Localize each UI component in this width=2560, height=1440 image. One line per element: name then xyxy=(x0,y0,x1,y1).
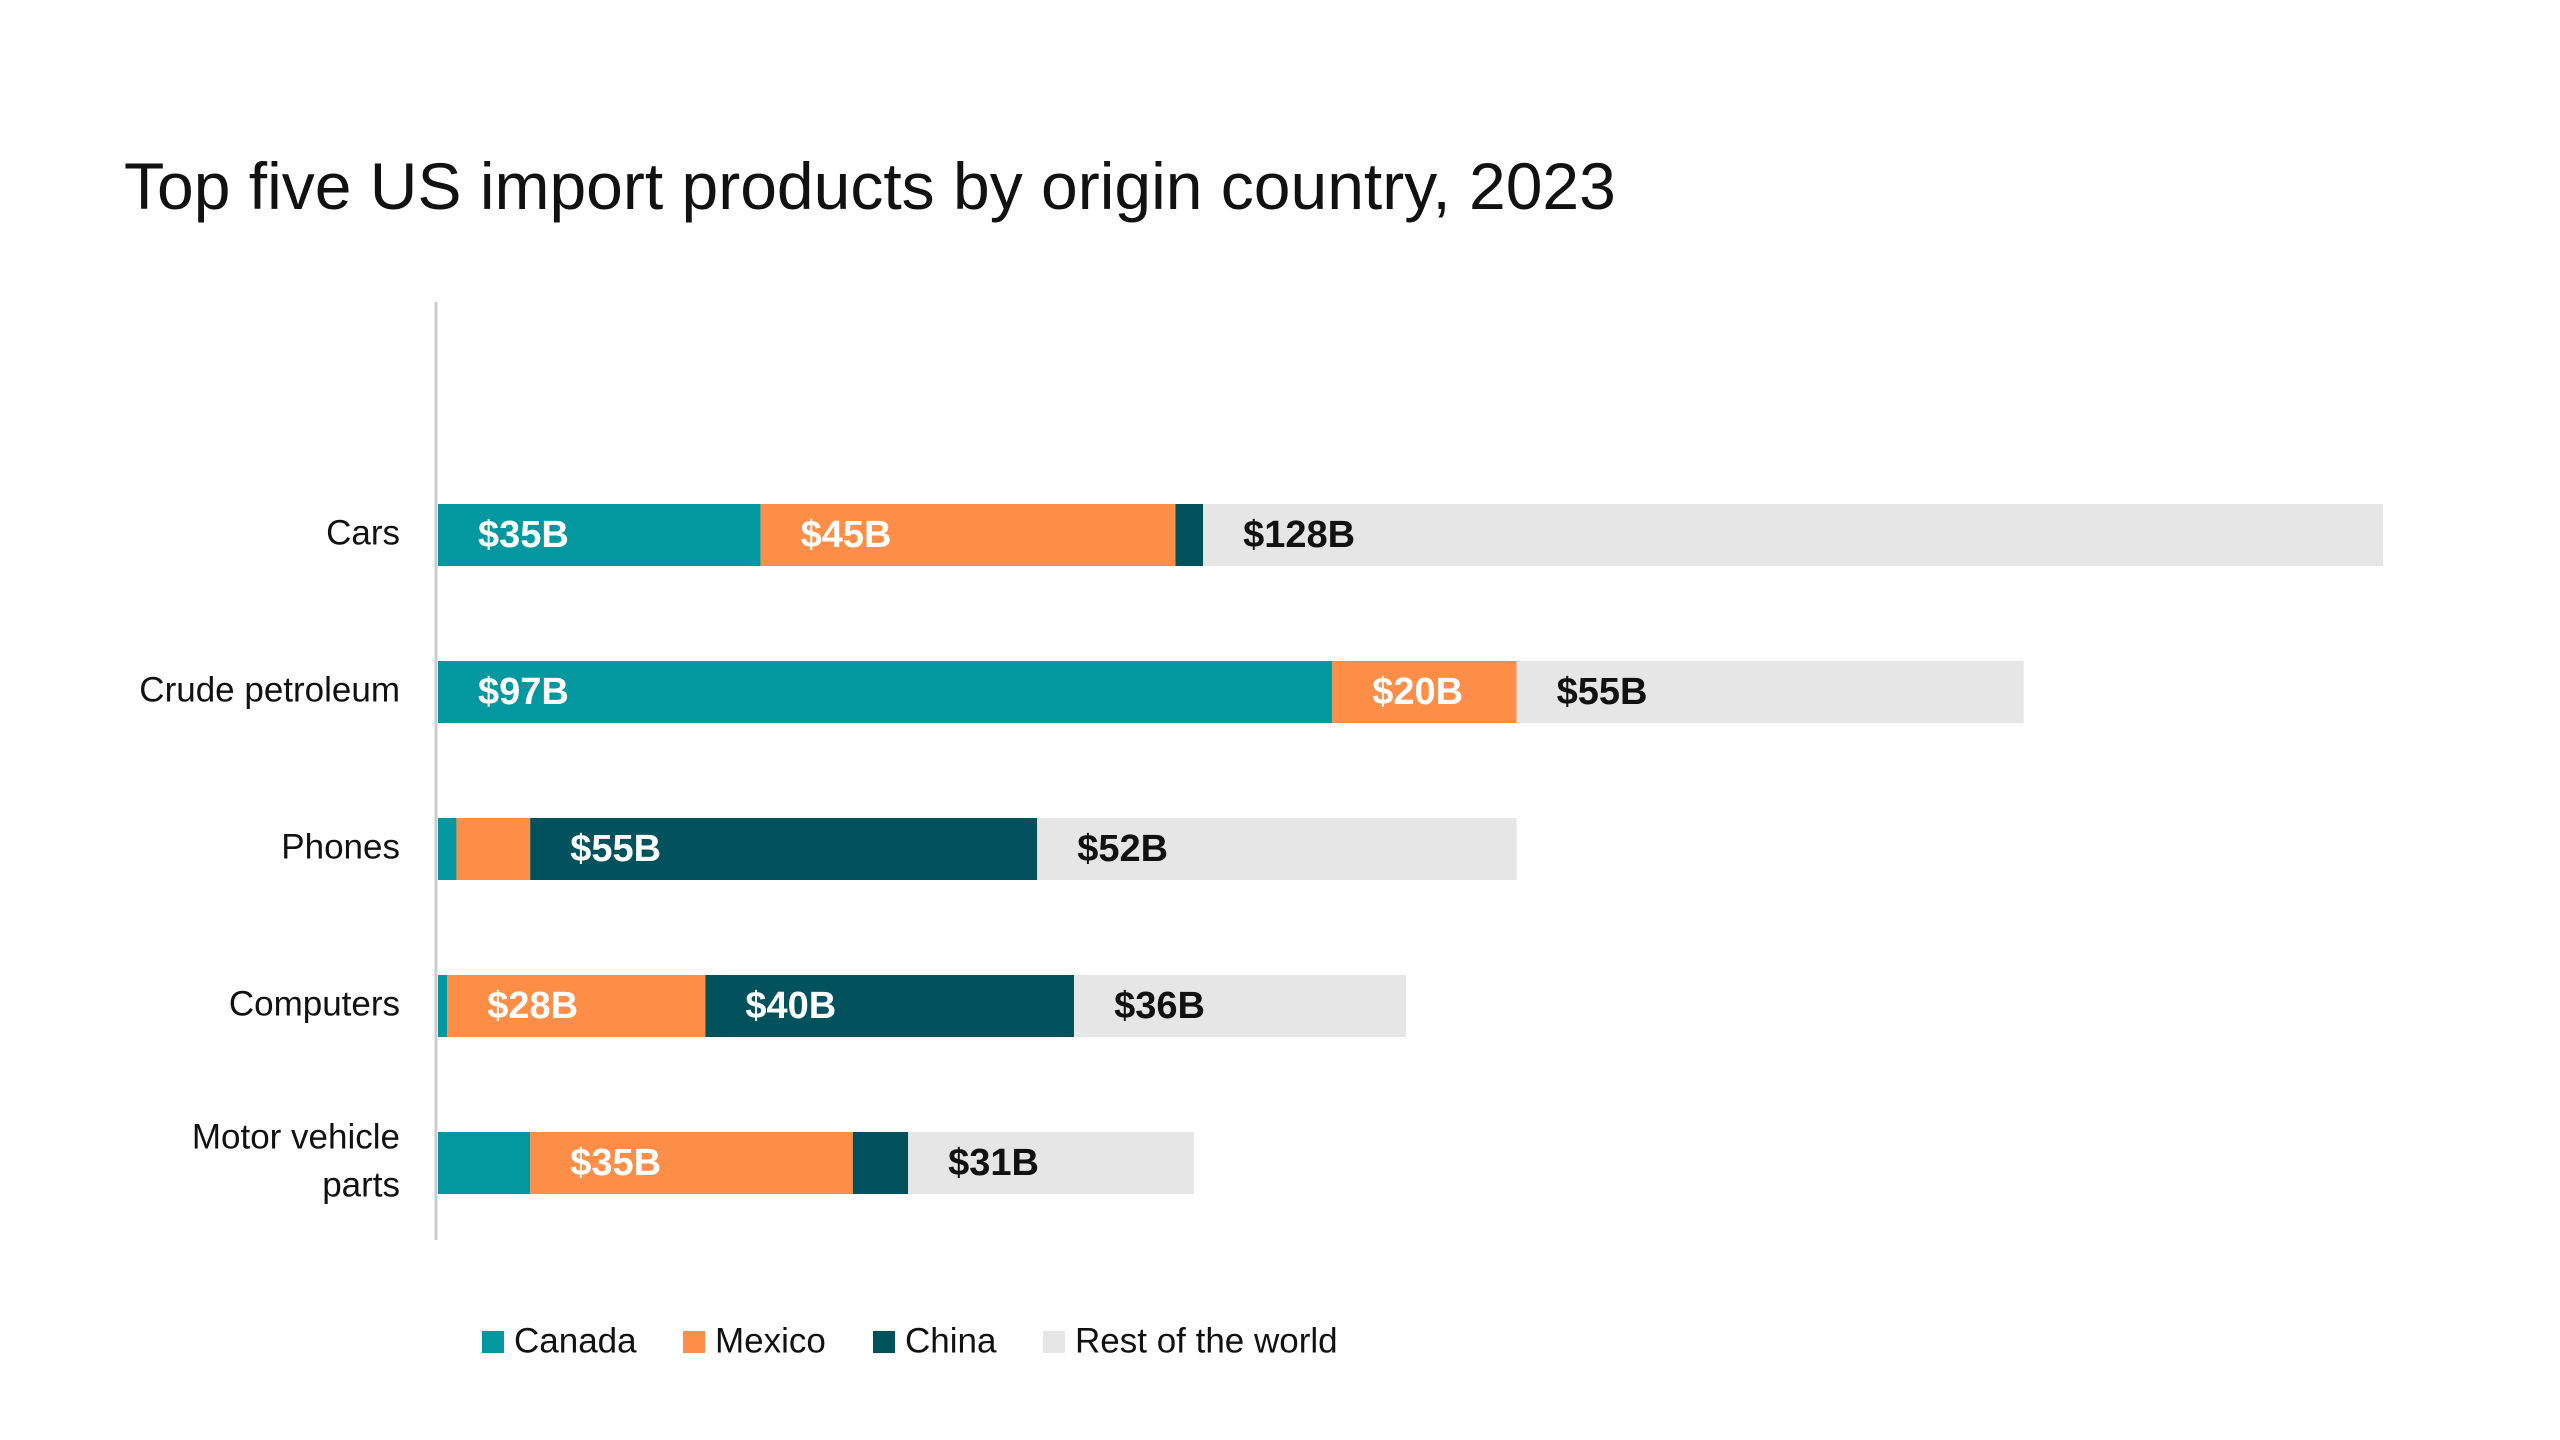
data-label-phones-china: $55B xyxy=(570,828,661,870)
data-label-computers-china: $40B xyxy=(745,985,836,1027)
bar-crude-petroleum-rest-of-the-world xyxy=(1516,661,2024,723)
data-label-computers-mexico: $28B xyxy=(487,985,578,1027)
bar-computers-rest-of-the-world xyxy=(1074,975,1406,1037)
bar-segments xyxy=(438,504,2384,1194)
legend-swatch-canada xyxy=(482,1331,504,1353)
category-label-phones: Phones xyxy=(281,827,400,866)
data-label-crude-petroleum-rest-of-the-world: $55B xyxy=(1557,671,1648,713)
data-label-crude-petroleum-mexico: $20B xyxy=(1372,671,1463,713)
bar-computers-mexico xyxy=(447,975,706,1037)
bar-crude-petroleum-mexico xyxy=(1332,661,1517,723)
bar-phones-canada xyxy=(438,818,457,880)
category-label-line: parts xyxy=(322,1165,400,1204)
category-label-line: Phones xyxy=(281,827,400,866)
data-label-cars-mexico: $45B xyxy=(801,514,892,556)
category-labels: Cars Crude petroleum Phones Computers Motor … xyxy=(139,513,400,1204)
data-label-computers-rest-of-the-world: $36B xyxy=(1114,985,1205,1027)
data-label-motor-vehicle-parts-mexico: $35B xyxy=(570,1142,661,1184)
category-label-crude-petroleum: Crude petroleum xyxy=(139,670,400,709)
legend-label-china: China xyxy=(905,1321,997,1360)
legend-swatch-rest-of-the-world xyxy=(1043,1331,1065,1353)
legend-label-rest-of-the-world: Rest of the world xyxy=(1075,1321,1338,1360)
bar-cars-rest-of-the-world xyxy=(1203,504,2384,566)
legend-label-mexico: Mexico xyxy=(715,1321,826,1360)
bar-motor-vehicle-parts-mexico xyxy=(530,1132,853,1194)
bar-crude-petroleum-canada xyxy=(438,661,1333,723)
bar-computers-china xyxy=(705,975,1075,1037)
chart-title: Top five US import products by origin co… xyxy=(124,149,1616,223)
legend-swatch-china xyxy=(873,1331,895,1353)
bar-phones-rest-of-the-world xyxy=(1037,818,1517,880)
legend: Canada Mexico China Rest of the world xyxy=(482,1321,1338,1360)
category-label-line: Computers xyxy=(229,984,400,1023)
data-labels: $35B $45B $128B $97B $20B $55B $55B $52B $28B $40… xyxy=(478,514,1647,1184)
bar-cars-mexico xyxy=(760,504,1176,566)
bar-motor-vehicle-parts-canada xyxy=(438,1132,531,1194)
category-label-cars: Cars xyxy=(326,513,400,552)
data-label-motor-vehicle-parts-rest-of-the-world: $31B xyxy=(948,1142,1039,1184)
category-label-motor-vehicle-parts: Motor vehicle parts xyxy=(192,1117,400,1204)
data-label-cars-canada: $35B xyxy=(478,514,569,556)
bar-cars-canada xyxy=(438,504,761,566)
bar-phones-mexico xyxy=(456,818,531,880)
data-label-crude-petroleum-canada: $97B xyxy=(478,671,569,713)
category-label-line: Crude petroleum xyxy=(139,670,400,709)
data-label-phones-rest-of-the-world: $52B xyxy=(1077,828,1168,870)
legend-label-canada: Canada xyxy=(514,1321,637,1360)
bar-phones-china xyxy=(530,818,1038,880)
category-label-line: Motor vehicle xyxy=(192,1117,400,1156)
bar-computers-canada xyxy=(438,975,448,1037)
category-label-computers: Computers xyxy=(229,984,400,1023)
bar-cars-china xyxy=(1175,504,1204,566)
legend-swatch-mexico xyxy=(683,1331,705,1353)
bar-motor-vehicle-parts-china xyxy=(852,1132,909,1194)
category-label-line: Cars xyxy=(326,513,400,552)
data-label-cars-rest-of-the-world: $128B xyxy=(1243,514,1355,556)
bar-motor-vehicle-parts-rest-of-the-world xyxy=(908,1132,1194,1194)
